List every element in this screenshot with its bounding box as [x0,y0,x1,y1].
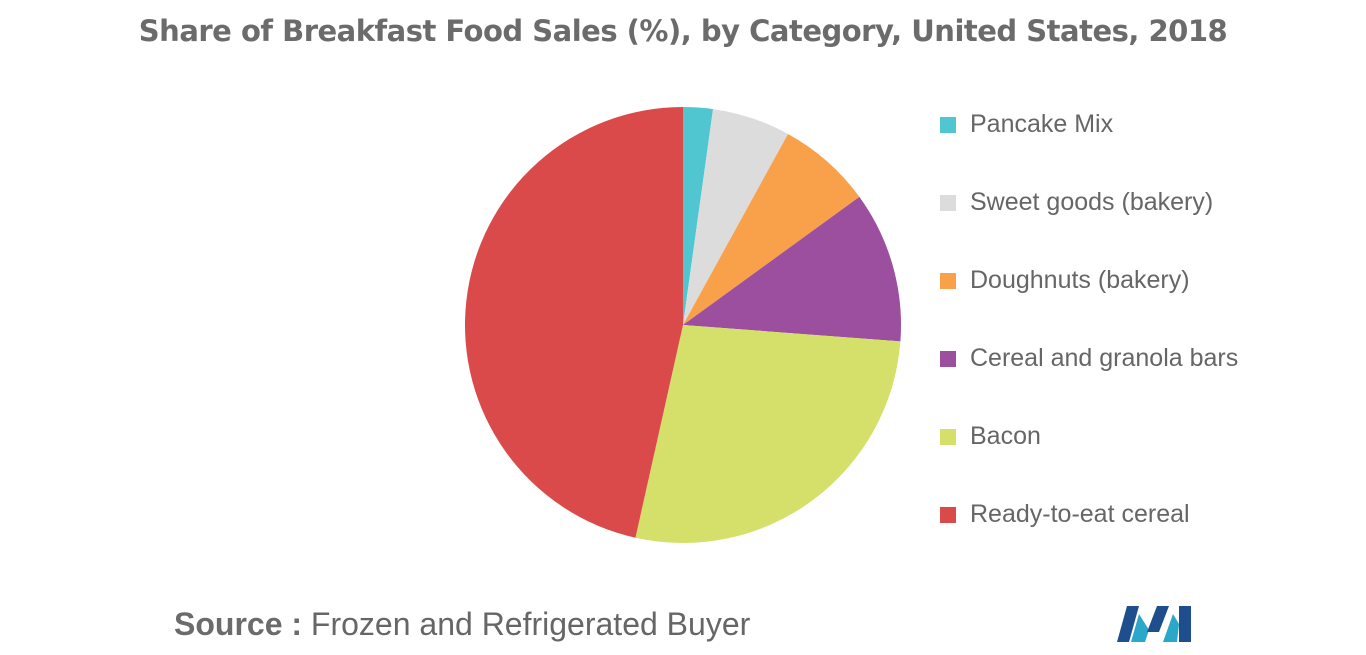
legend-label: Cereal and granola bars [970,344,1239,372]
pie-slice-cereal-and-granola-bars [683,196,901,342]
legend-item: Sweet goods (bakery) [940,188,1213,217]
legend-swatch [940,428,956,445]
legend-swatch [940,506,956,523]
pie-slice-doughnuts-bakery [683,133,860,325]
pie-slice-ready-to-eat-cereal [464,107,683,538]
legend-label: Sweet goods (bakery) [970,188,1214,216]
legend-swatch [940,116,956,133]
legend-swatch [940,350,956,367]
mordor-logo-icon [1117,606,1191,642]
legend-item: Pancake Mix [940,110,1113,139]
chart-title: Share of Breakfast Food Sales (%), by Ca… [138,14,1228,48]
pie-slice-bacon [635,325,901,544]
legend-label: Pancake Mix [970,110,1114,138]
source-label: Source : [174,606,303,642]
legend-item: Bacon [940,422,1041,451]
source-note: Source : Frozen and Refrigerated Buyer [174,606,750,643]
legend-label: Doughnuts (bakery) [970,266,1190,294]
legend-swatch [940,272,956,289]
legend-label: Bacon [970,422,1041,450]
legend-item: Cereal and granola bars [940,344,1238,373]
pie-slice-sweet-goods-bakery [683,109,789,325]
legend-item: Ready-to-eat cereal [940,500,1190,529]
pie-slice-pancake-mix [683,107,714,325]
source-text: Frozen and Refrigerated Buyer [310,606,751,642]
legend-swatch [940,194,956,211]
legend-label: Ready-to-eat cereal [970,500,1190,528]
pie-chart [464,107,901,544]
legend-item: Doughnuts (bakery) [940,266,1190,295]
